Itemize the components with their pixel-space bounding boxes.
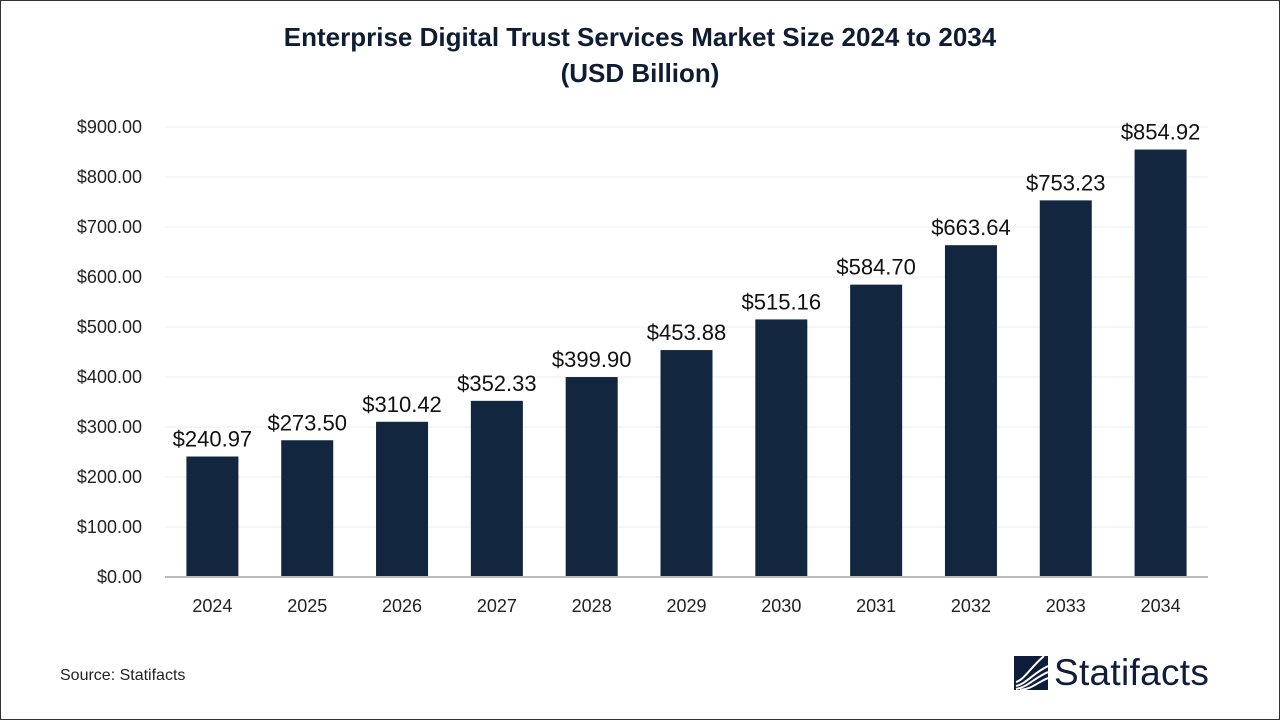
bar-2034 (1134, 149, 1187, 578)
data-label: $273.50 (267, 410, 347, 435)
logo-text: Statifacts (1054, 652, 1210, 693)
x-tick-label: 2026 (382, 596, 422, 616)
x-tick-label: 2025 (287, 596, 327, 616)
statifacts-logo-icon (1014, 656, 1048, 690)
bar-2028 (565, 377, 618, 577)
statifacts-logo: Statifacts (1014, 652, 1209, 694)
bar-2026 (376, 421, 429, 577)
bar-2033 (1039, 200, 1092, 577)
data-label: $310.42 (362, 392, 442, 417)
y-tick-label: $600.00 (77, 267, 142, 287)
x-tick-label: 2029 (666, 596, 706, 616)
data-label: $453.88 (647, 320, 727, 345)
y-tick-label: $700.00 (77, 217, 142, 237)
x-tick-label: 2033 (1046, 596, 1086, 616)
y-tick-label: $500.00 (77, 317, 142, 337)
data-label: $663.64 (931, 215, 1011, 240)
x-tick-label: 2030 (761, 596, 801, 616)
data-label: $352.33 (457, 371, 537, 396)
x-tick-label: 2027 (477, 596, 517, 616)
bar-2027 (470, 400, 523, 577)
chart-subtitle: (USD Billion) (561, 58, 720, 88)
y-tick-label: $300.00 (77, 417, 142, 437)
data-label: $854.92 (1121, 120, 1201, 145)
source-note: Source: Statifacts (60, 667, 186, 684)
bar-2025 (281, 440, 334, 577)
x-tick-label: 2028 (572, 596, 612, 616)
y-tick-label: $100.00 (77, 517, 142, 537)
data-label: $240.97 (173, 427, 253, 452)
y-tick-label: $200.00 (77, 467, 142, 487)
data-label: $399.90 (552, 347, 632, 372)
y-tick-label: $400.00 (77, 367, 142, 387)
bar-2030 (755, 319, 808, 577)
y-tick-label: $0.00 (97, 567, 142, 587)
x-tick-label: 2034 (1141, 596, 1181, 616)
data-label: $753.23 (1026, 170, 1106, 195)
bar-2032 (944, 245, 997, 577)
y-tick-label: $900.00 (77, 117, 142, 137)
bar-2024 (186, 456, 239, 577)
x-tick-label: 2032 (951, 596, 991, 616)
data-label: $584.70 (836, 255, 916, 280)
bar-2029 (660, 350, 713, 577)
chart-title: Enterprise Digital Trust Services Market… (284, 22, 997, 52)
bar-2031 (850, 284, 903, 577)
x-tick-label: 2031 (856, 596, 896, 616)
data-label: $515.16 (742, 289, 822, 314)
x-tick-label: 2024 (192, 596, 232, 616)
y-tick-label: $800.00 (77, 167, 142, 187)
